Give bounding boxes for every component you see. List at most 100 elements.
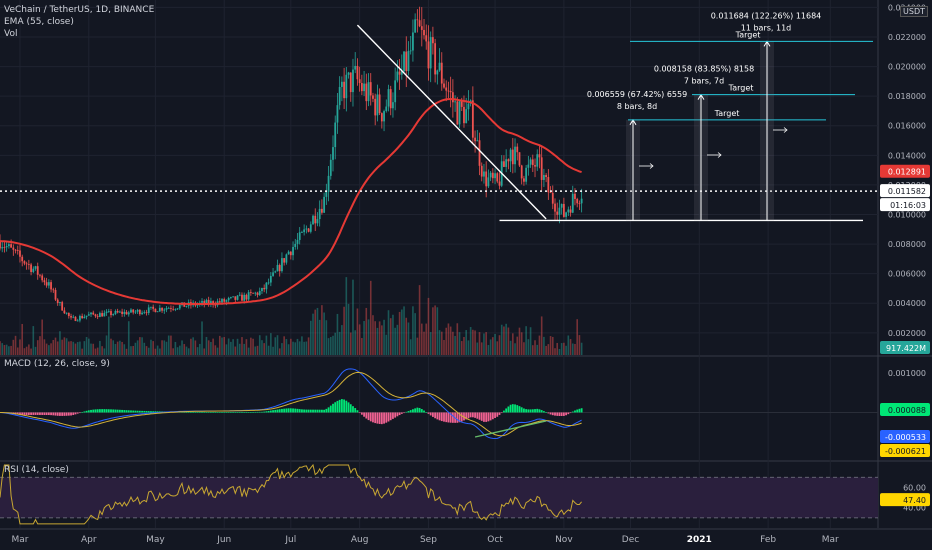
macd-histogram-bar [485,412,488,422]
volume-bars [0,277,583,355]
quote-unit[interactable]: USDT [900,6,928,17]
macd-histogram-bar [389,412,392,421]
candle-body [245,294,248,300]
target-label: Target [735,30,761,39]
candle-body [529,159,532,165]
candle-body [436,70,439,75]
candle-body [478,140,481,166]
volume-bar [440,331,443,355]
volume-bar [578,335,581,355]
volume-bar [190,338,192,355]
candle-body [523,178,525,182]
x-tick-label: Jun [216,535,231,545]
macd-histogram-bar [187,412,190,413]
candle-body [130,309,132,313]
macd-histogram-bar [545,412,548,413]
volume-bar [525,326,527,355]
candle-body [12,247,15,250]
macd-histogram-bar [116,409,119,413]
bars-label: 8 bars, 8d [617,102,657,111]
candle-body [471,100,474,138]
macd-histogram-bar [496,412,499,417]
volume-bar [580,342,583,355]
macd-histogram-bar [194,412,197,413]
volume-bar [476,342,479,355]
volume-bar [385,334,388,355]
macd-histogram-bar [505,408,508,413]
volume-bar [312,313,314,355]
candle-body [409,50,412,52]
volume-bar [23,348,26,355]
volume-bar [298,341,301,355]
macd-histogram-bar [494,412,496,419]
drawings[interactable]: Target 0.006559 (67.42%) 6559 8 bars, 8d Ta… [0,11,878,222]
candle-body [480,165,483,177]
candle-body [578,203,581,205]
candle-body [491,172,494,179]
volume-bar [110,338,112,355]
macd-legend[interactable]: MACD (12, 26, close, 9) [4,359,110,369]
volume-bar [227,338,230,355]
candle-body [365,83,368,102]
volume-bar [325,320,328,355]
candle-body [556,211,559,215]
measure-label: 0.008158 (83.85%) 8158 [654,65,754,74]
candle-body [283,258,286,263]
macd-histogram-bar [141,410,143,413]
volume-bar [540,316,543,355]
candle-body [376,94,379,116]
volume-bar [567,335,570,355]
macd-histogram-bar [536,408,539,413]
candle-body [327,175,330,192]
candle-body [292,246,294,256]
macd-histogram-bar [150,411,152,413]
macd-histogram-bar [558,412,561,416]
volume-bar [41,319,43,355]
candle-body [10,244,12,248]
ema-price-tag: 0.012891 [888,168,926,177]
macd-histogram-bar [50,412,52,416]
candle-body [241,294,243,301]
volume-bar [85,336,88,355]
candle-body [121,311,123,314]
candle-body [236,295,239,300]
volume-bar [210,341,212,355]
candle-body [143,312,146,314]
macd-histogram-bar [429,412,432,416]
candle-body [543,175,545,180]
macd-histogram-bar [323,409,326,413]
macd-histogram-bar [63,412,66,416]
candle-body [61,302,64,311]
candle-body [105,311,108,313]
volume-bar [356,308,359,355]
volume-bar [247,347,250,355]
macd-histogram-bar [394,412,397,418]
vol-legend[interactable]: Vol [4,29,18,39]
macd-histogram-bar [349,404,352,413]
candle-body [540,157,543,180]
ema-legend[interactable]: EMA (55, close) [4,17,74,27]
candle-body [63,310,66,314]
candle-body [316,219,319,224]
candle-body [94,314,97,317]
volume-bar [216,347,219,355]
volume-bar [39,336,41,355]
volume-bar [478,332,481,355]
macd-histogram-bar [547,412,550,414]
volume-bar [472,329,474,355]
macd-histogram-bar [21,412,24,415]
macd-histogram-bar [414,408,417,413]
candle-body [396,71,399,81]
rsi-legend[interactable]: RSI (14, close) [4,465,69,475]
volume-bar [287,344,290,355]
macd-histogram-bar [514,404,516,413]
volume-bar [185,346,188,355]
macd-histogram-bar [99,409,101,413]
macd-histogram-bar [289,408,292,413]
volume-bar [194,340,197,355]
symbol-legend[interactable]: VeChain / TetherUS, 1D, BINANCE [4,5,155,15]
candle-body [263,287,266,290]
candle-body [174,309,177,310]
candle-body [405,51,408,71]
